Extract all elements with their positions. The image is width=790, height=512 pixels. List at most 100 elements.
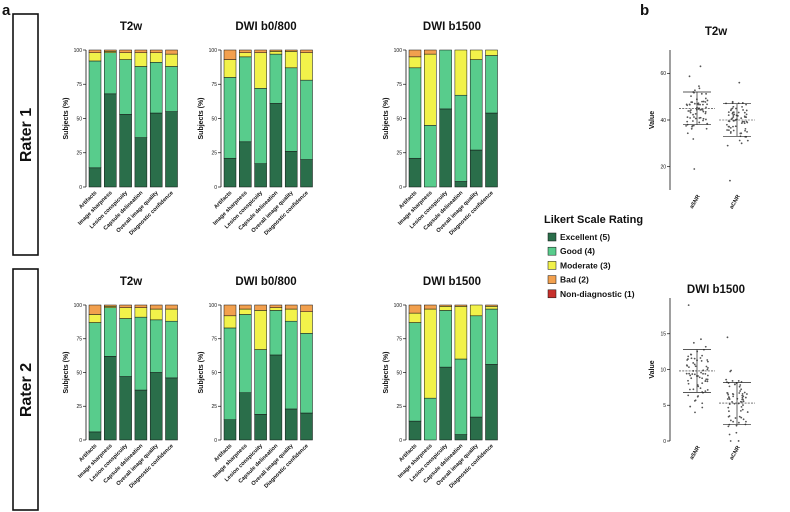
bar-segment xyxy=(254,310,267,350)
bar-segment xyxy=(88,60,102,169)
data-point xyxy=(693,363,696,366)
y-tick-label: 50 xyxy=(76,116,82,122)
data-point xyxy=(726,336,729,339)
y-tick-label: 25 xyxy=(76,404,82,410)
bar-segment xyxy=(284,308,298,322)
data-point xyxy=(700,371,702,374)
data-point xyxy=(729,440,732,442)
y-tick-label: 20 xyxy=(660,164,666,170)
bar-segment xyxy=(454,181,468,188)
data-point xyxy=(690,357,693,360)
data-point xyxy=(746,411,749,413)
data-point xyxy=(685,124,687,127)
y-tick-label: 75 xyxy=(76,337,82,343)
y-tick-label: 0 xyxy=(214,185,217,191)
data-point xyxy=(689,388,691,391)
bar-segment xyxy=(424,53,437,126)
data-point xyxy=(726,391,729,394)
y-tick-label: 50 xyxy=(396,116,402,122)
bar-segment xyxy=(119,49,132,53)
data-point xyxy=(690,95,692,98)
data-point xyxy=(687,382,690,385)
data-point xyxy=(705,365,708,368)
bar-segment xyxy=(424,125,437,188)
data-point xyxy=(700,92,703,95)
data-point xyxy=(740,416,743,419)
data-point xyxy=(685,364,688,367)
data-point xyxy=(706,359,709,361)
data-point xyxy=(704,97,707,100)
data-point xyxy=(698,87,701,90)
y-tick-label: 50 xyxy=(396,370,402,376)
data-point xyxy=(740,405,743,408)
legend: Likert Scale Rating Excellent (5) Good (4… xyxy=(544,214,643,299)
panel-label-a: a xyxy=(2,2,11,19)
data-point xyxy=(699,116,702,119)
data-point xyxy=(727,111,730,114)
data-point xyxy=(700,108,703,111)
y-tick-label: 5 xyxy=(663,403,666,409)
chart-title: T2w xyxy=(120,21,142,33)
y-tick-label: 75 xyxy=(396,337,402,343)
data-point xyxy=(743,122,746,125)
data-point xyxy=(727,393,730,396)
data-point xyxy=(692,113,694,116)
bar-segment xyxy=(284,49,298,52)
chart-title: T2w xyxy=(120,276,142,288)
bar-segment xyxy=(454,304,468,307)
bar-segment xyxy=(269,354,283,441)
data-point xyxy=(688,75,691,78)
legend-swatch xyxy=(547,246,557,256)
data-point xyxy=(705,378,708,381)
data-point xyxy=(745,113,748,116)
data-point xyxy=(743,391,746,394)
bar-segment xyxy=(223,77,237,159)
data-point xyxy=(690,109,692,111)
data-point xyxy=(727,425,730,428)
data-point xyxy=(742,109,744,111)
data-point xyxy=(686,104,689,107)
bar-segment xyxy=(454,434,468,441)
chart-title: DWI b1500 xyxy=(687,284,745,296)
data-point xyxy=(738,139,741,142)
bar-segment xyxy=(119,52,132,60)
y-axis-label: Subjects (%) xyxy=(383,97,390,139)
bar-segment xyxy=(239,304,252,310)
data-point xyxy=(688,103,691,106)
data-point xyxy=(687,355,690,358)
bar-segment xyxy=(300,304,313,312)
y-tick-label: 100 xyxy=(74,303,83,309)
bar-segment xyxy=(469,315,483,418)
data-point xyxy=(706,389,709,391)
data-point xyxy=(704,101,707,103)
data-point xyxy=(700,338,702,341)
data-point xyxy=(744,396,747,399)
bar-segment xyxy=(439,108,452,188)
data-point xyxy=(738,415,741,418)
y-tick-label: 75 xyxy=(396,82,402,88)
data-point xyxy=(704,380,707,382)
bar-segment xyxy=(239,141,252,188)
bar-segment xyxy=(239,56,252,143)
bar-segment xyxy=(119,59,132,115)
data-point xyxy=(694,411,696,414)
bar-segment xyxy=(88,304,102,315)
y-tick-label: 100 xyxy=(209,48,218,54)
y-axis-label: Value xyxy=(649,111,656,129)
data-point xyxy=(737,111,740,114)
data-point xyxy=(735,424,738,427)
bar-segment xyxy=(269,103,283,188)
bar-segment xyxy=(165,320,178,379)
data-point xyxy=(739,384,742,386)
data-point xyxy=(729,370,732,373)
data-point xyxy=(746,139,749,142)
y-tick-label: 25 xyxy=(76,151,82,157)
data-point xyxy=(692,138,695,140)
bar-segment xyxy=(485,364,498,441)
data-point xyxy=(706,360,709,363)
data-point xyxy=(744,127,747,130)
y-axis-label: Subjects (%) xyxy=(63,351,70,393)
bar-segment xyxy=(223,59,237,78)
